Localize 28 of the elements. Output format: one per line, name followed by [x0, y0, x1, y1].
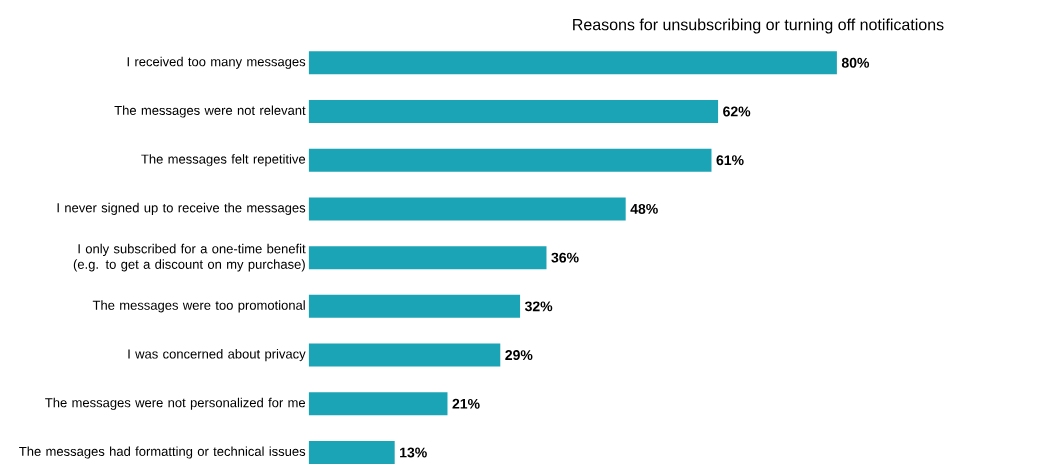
data-label: 29% — [505, 350, 533, 361]
data-label: 80% — [841, 57, 870, 68]
y-tick-label: The messages were not personalized for me — [45, 397, 306, 410]
bar — [308, 51, 837, 75]
y-tick-label: I never signed up to receive the messages — [57, 202, 306, 215]
data-label: 32% — [524, 301, 553, 312]
data-label: 48% — [630, 203, 658, 214]
bar — [308, 294, 521, 318]
bar — [308, 343, 501, 367]
data-label: 62% — [723, 106, 751, 117]
y-tick-label: I received too many messages — [127, 56, 306, 69]
y-tick-label: The messages felt repetitive — [141, 154, 306, 167]
bar — [308, 148, 712, 172]
bar — [308, 99, 719, 123]
bar — [308, 392, 448, 416]
y-tick-label: The messages were not relevant — [114, 105, 306, 118]
y-tick-label: The messages had formatting or technical issues — [19, 446, 306, 459]
y-tick-label: I only subscribed for a one-time benefit (e.g. to get a discount on my purchase) — [73, 243, 306, 272]
data-label: 36% — [551, 252, 579, 263]
bar — [308, 246, 547, 270]
chart-title: Reasons for unsubscribing or turning off notifications — [573, 18, 944, 34]
data-label: 13% — [400, 447, 427, 458]
bar — [308, 441, 395, 464]
data-label: 61% — [716, 155, 744, 166]
y-tick-label: The messages were too promotional — [92, 300, 305, 313]
data-label: 21% — [452, 398, 480, 409]
bar — [308, 197, 626, 221]
y-tick-label: I was concerned about privacy — [128, 349, 306, 362]
